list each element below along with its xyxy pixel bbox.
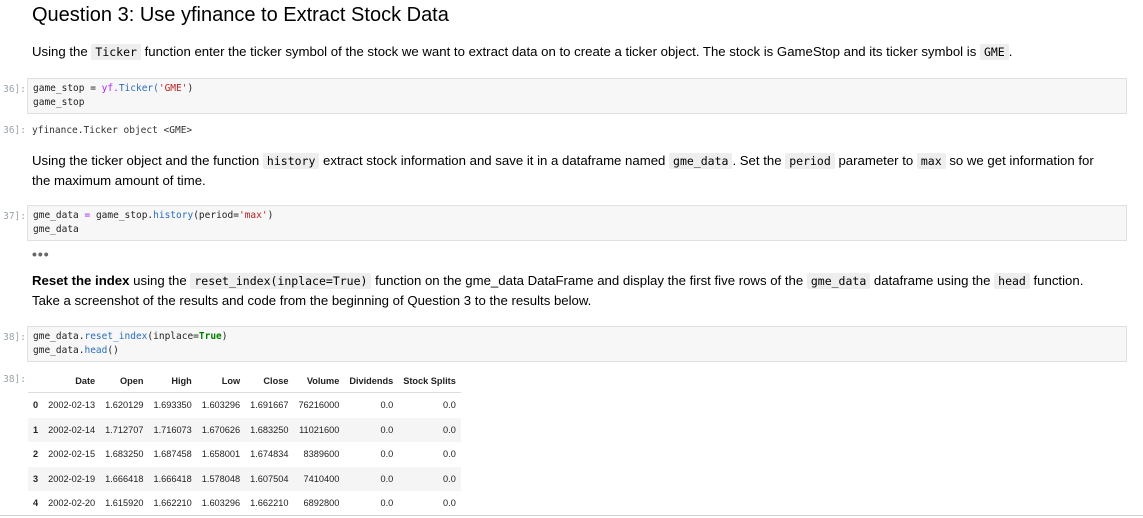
collapsed-output-ellipsis[interactable]: ••• xyxy=(32,246,50,262)
cell1-line-1: game_stop = yf.Ticker('GME') xyxy=(33,83,194,94)
md1-code-ticker: Ticker xyxy=(91,44,141,60)
cell3-line-2: gme_data.head() xyxy=(33,345,119,356)
dataframe-output: Date Open High Low Close Volume Dividend… xyxy=(28,370,461,516)
cell3-line-1: gme_data.reset_index(inplace=True) xyxy=(33,331,228,342)
md1-code-gme: GME xyxy=(979,44,1009,60)
col-low: Low xyxy=(196,370,246,393)
table-header-row: Date Open High Low Close Volume Dividend… xyxy=(28,370,461,393)
code-cell-3[interactable]: gme_data.reset_index(inplace=True) gme_d… xyxy=(27,326,1127,362)
table-row: 2 2002-02-15 1.683250 1.687458 1.658001 1.674… xyxy=(33,449,456,460)
table-row: 4 2002-02-20 1.615920 1.662210 1.603296 1.662… xyxy=(33,498,456,509)
md2-code-period: period xyxy=(785,153,835,169)
md3-code-head: head xyxy=(994,273,1030,289)
cell1-prompt: 36]: xyxy=(3,84,26,95)
col-index xyxy=(28,370,44,393)
bottom-divider xyxy=(0,515,1143,516)
md2-code-max: max xyxy=(916,153,946,169)
cell2-line-1: gme_data = game_stop.history(period='max… xyxy=(33,210,274,221)
md1-text-c: . xyxy=(1008,44,1013,59)
col-date: Date xyxy=(43,370,101,393)
col-dividends: Dividends xyxy=(344,370,399,393)
section-heading: Question 3: Use yfinance to Extract Stoc… xyxy=(32,4,449,26)
md1-text-a: Using the xyxy=(32,44,92,59)
out3-prompt: 38]: xyxy=(3,374,26,385)
md2-code-history: history xyxy=(262,153,320,169)
col-open: Open xyxy=(100,370,149,393)
md1-text-b: function enter the ticker symbol of the … xyxy=(140,44,980,59)
col-volume: Volume xyxy=(293,370,345,393)
table-row: 3 2002-02-19 1.666418 1.666418 1.578048 1.607… xyxy=(28,466,461,491)
markdown-instructions-2: Using the ticker object and the function… xyxy=(32,153,1094,188)
table-row: 0 2002-02-13 1.620129 1.693350 1.603296 1.691… xyxy=(33,400,456,411)
markdown-instructions-3: Reset the index using the reset_index(in… xyxy=(32,273,1084,308)
md3-code-gme-data: gme_data xyxy=(806,273,871,289)
md3-bold: Reset the index xyxy=(32,273,130,288)
markdown-instructions-1: Using the Ticker function enter the tick… xyxy=(32,42,1112,62)
table-row: 1 2002-02-14 1.712707 1.716073 1.670626 1.683… xyxy=(28,417,461,442)
cell2-prompt: 37]: xyxy=(3,211,26,222)
md3-code-reset-index: reset_index(inplace=True) xyxy=(190,273,372,289)
col-high: High xyxy=(148,370,197,393)
cell1-line-2: game_stop xyxy=(33,97,85,108)
output-1: yfinance.Ticker object <GME> xyxy=(32,125,193,136)
cell3-prompt: 38]: xyxy=(3,332,26,343)
code-cell-2[interactable]: gme_data = game_stop.history(period='max… xyxy=(27,205,1127,241)
out1-prompt: 36]: xyxy=(3,125,26,136)
md2-code-gme-data: gme_data xyxy=(669,153,733,169)
col-close: Close xyxy=(245,370,294,393)
cell2-line-2: gme_data xyxy=(33,224,79,235)
code-cell-1[interactable]: game_stop = yf.Ticker('GME') game_stop xyxy=(27,78,1127,114)
col-stock-splits: Stock Splits xyxy=(398,370,461,393)
